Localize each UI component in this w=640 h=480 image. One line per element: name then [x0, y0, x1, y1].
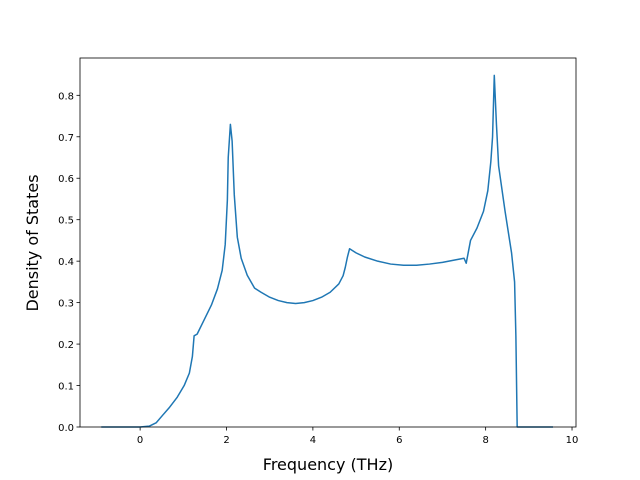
- y-tick-label: 0.6: [58, 174, 74, 185]
- data-line: [101, 74, 554, 428]
- y-tick-label: 0.4: [58, 257, 74, 268]
- y-tick-label: 0.1: [58, 382, 74, 393]
- y-tick-label: 0.0: [58, 423, 74, 434]
- y-tick-label: 0.2: [58, 340, 74, 351]
- x-tick-label: 4: [310, 435, 316, 446]
- plot-frame: [79, 57, 577, 428]
- y-tick-label: 0.7: [58, 133, 74, 144]
- x-axis-label: Frequency (THz): [263, 455, 393, 474]
- x-tick-label: 8: [482, 435, 488, 446]
- y-tick-label: 0.3: [58, 299, 74, 310]
- y-tick-label: 0.8: [58, 91, 74, 102]
- y-axis-label: Density of States: [23, 174, 42, 311]
- y-tick-label: 0.5: [58, 216, 74, 227]
- x-tick-label: 10: [566, 435, 579, 446]
- x-tick-label: 6: [396, 435, 402, 446]
- x-tick-label: 0: [137, 435, 143, 446]
- x-tick-label: 2: [223, 435, 229, 446]
